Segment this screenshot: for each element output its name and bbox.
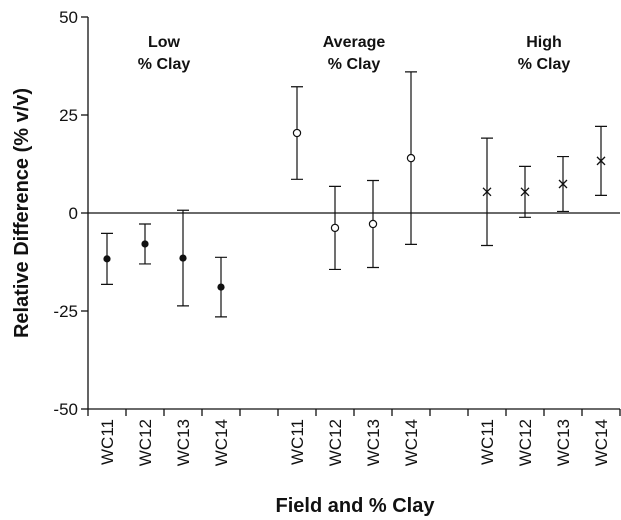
point [330,223,340,233]
point [558,179,568,189]
x-tick-label: WC12 [136,419,155,466]
x-tick-label: WC14 [212,419,231,466]
x-tick-label: WC11 [478,419,497,465]
group-label: % Clay [518,56,571,73]
y-tick-label: -50 [53,400,78,419]
group-label: Average [323,34,386,51]
point [368,219,378,229]
point [292,128,302,138]
point [179,254,187,262]
point [482,187,492,197]
point [520,187,530,197]
x-tick-label: WC12 [326,419,345,466]
group-label: High [526,34,562,51]
point [141,240,149,248]
y-tick-label: 0 [69,204,78,223]
y-tick-label: -25 [53,302,78,321]
x-tick-label: WC11 [288,419,307,465]
point [596,156,606,166]
x-tick-label: WC14 [592,419,611,466]
series [291,71,417,271]
group-label: % Clay [328,56,381,73]
series [481,125,607,247]
x-tick-label: WC14 [402,419,421,466]
y-tick-label: 50 [59,8,78,27]
x-axis-title: Field and % Clay [276,495,436,517]
y-tick-label: 25 [59,106,78,125]
x-tick-label: WC11 [98,419,117,465]
series [101,209,227,318]
point [217,283,225,291]
x-tick-label: WC13 [554,419,573,466]
x-tick-label: WC12 [516,419,535,466]
group-label: % Clay [138,56,191,73]
point [406,153,416,163]
group-label: Low [148,34,181,51]
y-axis-title: Relative Difference (% v/v) [11,88,33,338]
point [103,255,111,263]
x-tick-label: WC13 [174,419,193,466]
x-tick-label: WC13 [364,419,383,466]
